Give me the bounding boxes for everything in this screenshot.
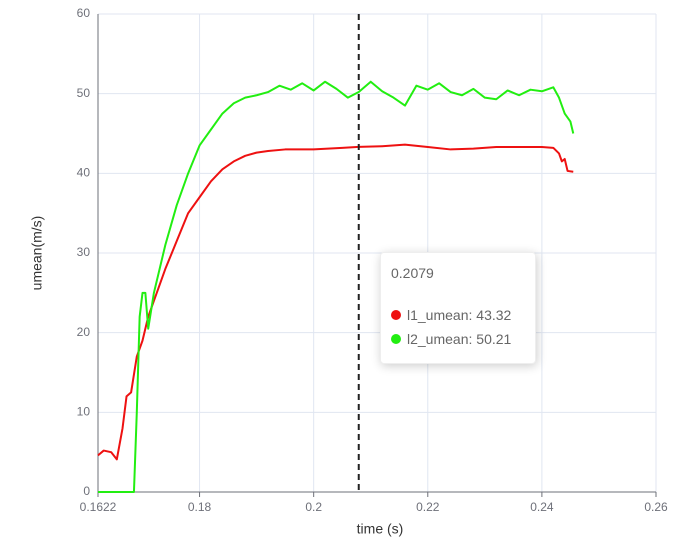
x-tick-label: 0.1622 xyxy=(80,500,117,514)
tooltip-name: l2_umean xyxy=(407,331,476,347)
y-tick-label: 30 xyxy=(77,245,91,259)
y-axis-label: umean(m/s) xyxy=(29,216,45,291)
tooltip-row: l2_umean50.21 xyxy=(391,331,525,347)
tooltip-name: l1_umean xyxy=(407,307,476,323)
series-line xyxy=(98,80,575,493)
x-tick-label: 0.24 xyxy=(530,500,554,514)
y-tick-label: 0 xyxy=(83,484,90,498)
x-tick-label: 0.26 xyxy=(644,500,668,514)
x-tick-label: 0.2 xyxy=(305,500,322,514)
x-tick-label: 0.18 xyxy=(188,500,212,514)
tooltip-value: 50.21 xyxy=(476,331,512,347)
tooltip-dot xyxy=(391,310,401,320)
y-tick-label: 60 xyxy=(77,6,91,20)
x-axis-label: time (s) xyxy=(357,521,404,537)
tooltip-x: 0.2079 xyxy=(391,265,434,281)
y-tick-label: 40 xyxy=(77,166,91,180)
y-tick-label: 50 xyxy=(77,86,91,100)
tooltip-dot xyxy=(391,334,401,344)
tooltip-row: l1_umean43.32 xyxy=(391,307,525,323)
tooltip: 0.2079 l1_umean43.32 l2_umean50.21 xyxy=(380,252,536,364)
x-tick-label: 0.22 xyxy=(416,500,440,514)
series-line xyxy=(97,143,574,461)
y-tick-label: 10 xyxy=(77,405,91,419)
tooltip-value: 43.32 xyxy=(476,307,512,323)
y-tick-label: 20 xyxy=(77,325,91,339)
